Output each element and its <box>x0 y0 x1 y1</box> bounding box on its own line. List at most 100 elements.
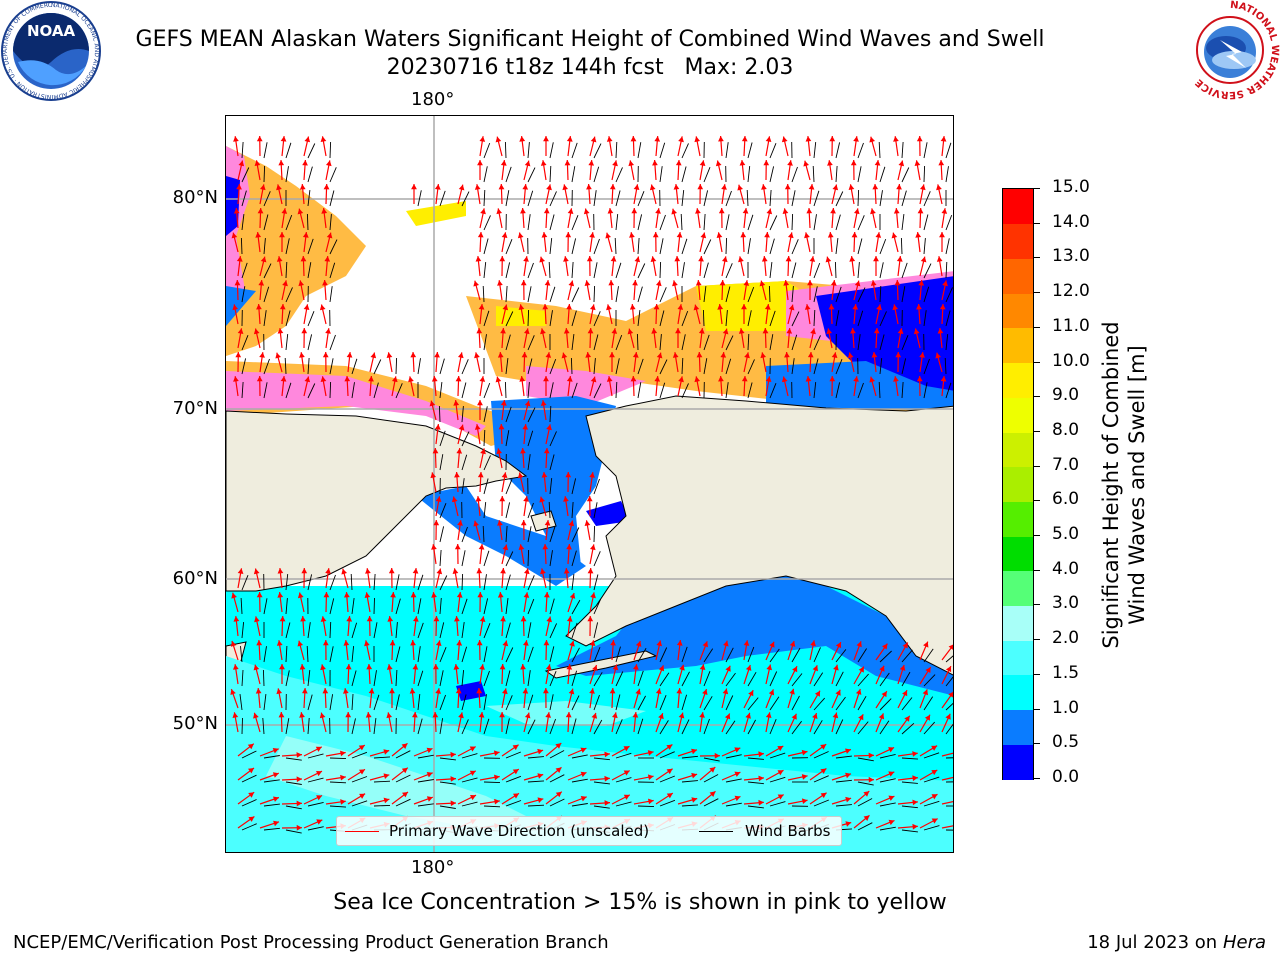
wave-direction-arrowhead <box>675 328 681 334</box>
wave-direction-arrowhead <box>848 184 855 190</box>
wave-direction-arrowhead <box>502 640 509 647</box>
wind-barb <box>461 191 470 207</box>
wind-barb <box>879 311 887 327</box>
wind-barb <box>703 358 708 375</box>
colorbar-segment <box>1003 223 1033 259</box>
wind-barb <box>351 800 368 807</box>
wave-direction-arrowhead <box>480 208 486 215</box>
wave-direction-arrowhead <box>586 256 593 262</box>
wave-direction-arrowhead <box>477 400 483 406</box>
wave-direction-arrowhead <box>316 795 323 801</box>
wind-barb <box>857 695 867 711</box>
wind-barb <box>548 261 551 279</box>
wind-barb <box>439 647 447 663</box>
colorbar-tick <box>1034 430 1040 432</box>
wind-barb <box>571 261 574 279</box>
wind-barb <box>307 262 312 279</box>
wind-barb <box>483 238 489 255</box>
wave-direction-arrowhead <box>495 376 502 383</box>
wind-barb <box>945 757 953 759</box>
wave-direction-arrowhead <box>803 160 809 167</box>
wave-direction-arrowhead <box>323 184 330 190</box>
wave-direction-arrowhead <box>671 208 677 215</box>
wave-direction-arrowhead <box>656 352 663 359</box>
wave-direction-arrowhead <box>302 232 309 238</box>
wind-barb <box>505 430 510 447</box>
colorbar-tick-label: 6.0 <box>1052 489 1080 510</box>
wind-barb <box>351 670 357 687</box>
wind-barb <box>769 215 778 231</box>
wind-barb <box>263 165 266 183</box>
wind-barb <box>791 720 802 735</box>
wind-barb <box>769 143 777 159</box>
wave-direction-arrowhead <box>763 160 770 166</box>
wave-direction-arrowhead <box>893 136 899 142</box>
wave-direction-arrowhead <box>523 592 530 598</box>
wind-barb <box>615 167 623 183</box>
wave-direction-arrowhead <box>500 400 507 406</box>
wave-direction-arrowhead <box>545 712 551 718</box>
wind-barb <box>395 383 403 399</box>
wave-direction-arrowhead <box>871 352 878 358</box>
wave-direction-arrowhead <box>499 256 506 262</box>
wave-direction-arrowhead <box>478 544 485 550</box>
colorbar-tick-label: 15.0 <box>1052 177 1090 197</box>
wave-direction-arrowhead <box>322 688 329 694</box>
wave-direction-arrowhead <box>476 568 483 574</box>
wave-direction-arrowhead <box>499 712 505 718</box>
wave-direction-arrowhead <box>563 256 569 262</box>
wind-barb <box>527 670 531 687</box>
wind-barb <box>527 309 530 327</box>
wind-barb <box>769 671 778 687</box>
colorbar-tick <box>1034 361 1040 363</box>
wave-direction-arrowhead <box>918 280 925 286</box>
wave-direction-arrowhead <box>523 496 529 502</box>
wind-barb <box>923 358 930 375</box>
wind-barb <box>505 551 514 567</box>
wind-barb <box>769 383 777 399</box>
wind-barb <box>835 779 852 783</box>
wave-direction-arrowhead <box>807 280 813 286</box>
wave-direction-arrowhead <box>761 256 768 262</box>
wave-direction-arrowhead <box>845 821 852 827</box>
wave-direction-arrowhead <box>820 792 827 799</box>
wind-barb <box>681 694 688 711</box>
wave-direction-arrowhead <box>565 472 572 478</box>
wave-direction-arrowhead <box>520 616 527 622</box>
wave-direction-arrowhead <box>937 328 944 334</box>
wave-direction-arrowhead <box>647 774 654 780</box>
wind-barb <box>549 238 553 255</box>
wave-direction-arrowhead <box>458 712 464 719</box>
wind-barb <box>571 310 577 327</box>
wind-barb <box>659 382 666 399</box>
wind-barb <box>549 646 555 663</box>
wind-barb <box>857 648 867 663</box>
wind-barb <box>681 755 698 759</box>
wave-direction-arrowhead <box>941 208 948 214</box>
wind-barb <box>769 189 772 207</box>
wave-direction-arrowhead <box>524 568 530 575</box>
lat-label-60: 60°N <box>172 568 218 589</box>
wind-barb <box>307 753 324 759</box>
wind-barb <box>438 405 441 423</box>
wind-barb <box>483 189 486 207</box>
wave-direction-arrowhead <box>832 184 839 191</box>
wind-barb <box>505 334 511 351</box>
wind-barb <box>901 671 911 687</box>
wind-barb <box>505 311 514 327</box>
colorbar-tick-label: 13.0 <box>1052 246 1090 267</box>
wind-barb <box>571 778 588 783</box>
wind-barb <box>549 214 555 231</box>
wind-barb <box>747 781 764 785</box>
wave-direction-arrowhead <box>913 328 920 335</box>
wave-direction-arrowhead <box>829 136 836 142</box>
wave-direction-arrowhead <box>280 136 287 142</box>
wind-barb <box>835 214 841 231</box>
wave-direction-arrowhead <box>924 714 930 721</box>
credit-date-text: 18 Jul 2023 on <box>1087 932 1223 953</box>
wind-barb <box>549 405 552 423</box>
wave-direction-arrowhead <box>457 520 463 526</box>
wave-direction-arrowhead <box>365 712 372 718</box>
wind-barb <box>703 671 711 687</box>
wave-direction-arrowhead <box>745 712 751 719</box>
